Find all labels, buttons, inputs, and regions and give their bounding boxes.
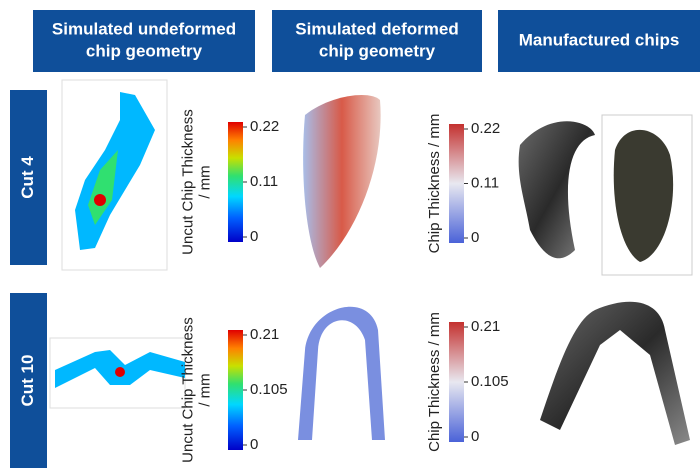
colorbar-tick-label: 0.11 bbox=[250, 173, 278, 190]
colorbar-title: / mm bbox=[196, 373, 213, 406]
row-label: Cut 10 bbox=[18, 355, 37, 407]
deformed-chip bbox=[303, 95, 381, 268]
colorbar-tick-label: 0.105 bbox=[250, 381, 288, 398]
colorbar-title: Uncut Chip Thickness bbox=[179, 317, 196, 463]
body: Simulated undeformed chip geometry Simulat… bbox=[0, 0, 700, 476]
header-text: Simulated undeformed bbox=[52, 19, 236, 38]
colorbar-tick-label: 0.21 bbox=[471, 318, 500, 335]
colorbar-tick-label: 0.22 bbox=[471, 120, 500, 137]
colorbar-title: / mm bbox=[196, 165, 213, 198]
colorbar bbox=[228, 330, 243, 450]
colorbar-title: Uncut Chip Thickness bbox=[179, 109, 196, 255]
page: {"columns":[{"lines":["Simulated undefor… bbox=[0, 0, 700, 476]
deformed-chip bbox=[298, 307, 385, 440]
figure: Simulated undeformed chip geometry Simulat… bbox=[0, 0, 700, 476]
chip-photo bbox=[540, 302, 690, 445]
colorbar bbox=[449, 322, 464, 442]
images bbox=[50, 80, 692, 445]
colorbar-title: Chip Thickness / mm bbox=[426, 312, 443, 452]
chip-photo bbox=[519, 121, 595, 258]
colorbar-tick-label: 0 bbox=[250, 228, 258, 245]
colorbar-title: Chip Thickness / mm bbox=[426, 114, 443, 254]
colorbar-tick-label: 0.11 bbox=[471, 174, 499, 191]
chip-hotspot bbox=[115, 367, 125, 377]
colorbar-tick-label: 0.22 bbox=[250, 118, 279, 135]
colorbar bbox=[449, 124, 464, 243]
header-text: chip geometry bbox=[86, 41, 203, 60]
colorbar-tick-label: 0.105 bbox=[471, 373, 509, 390]
headers: Simulated undeformed chip geometry Simulat… bbox=[33, 10, 700, 72]
row-label: Cut 4 bbox=[18, 156, 37, 199]
colorbar-tick-label: 0 bbox=[250, 436, 258, 453]
colorbar-tick-label: 0.21 bbox=[250, 326, 279, 343]
chip-hotspot bbox=[94, 194, 106, 206]
colorbar bbox=[228, 122, 243, 242]
header-text: Manufactured chips bbox=[519, 30, 680, 49]
header-text: Simulated deformed bbox=[295, 19, 458, 38]
colorbar-tick-label: 0 bbox=[471, 428, 479, 445]
header-text: chip geometry bbox=[319, 41, 436, 60]
colorbar-tick-label: 0 bbox=[471, 229, 479, 246]
